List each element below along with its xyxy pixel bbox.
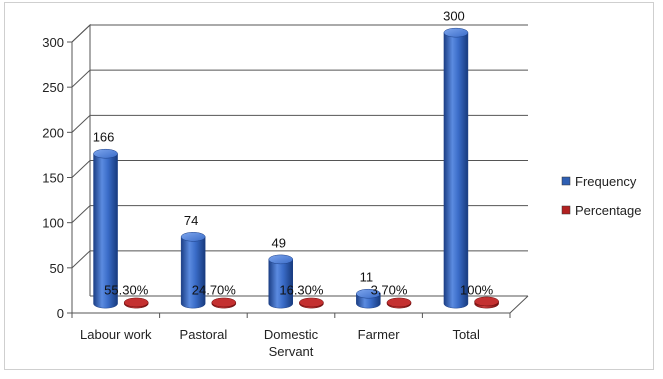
y-axis: 0 50 100 150 200 250 300	[42, 35, 73, 321]
bar-percentage-top	[211, 297, 237, 308]
x-tick-label: Farmer	[358, 327, 401, 342]
x-tick-label: Total	[452, 327, 480, 342]
x-tick-label: Pastoral	[180, 327, 228, 342]
gridline	[71, 205, 528, 224]
legend-item-percentage: Percentage	[561, 203, 642, 218]
bar-percentage-top	[474, 296, 499, 307]
gridline	[71, 114, 528, 133]
gridline	[71, 160, 528, 178]
legend-swatch	[561, 205, 571, 215]
bar-frequency-top	[93, 148, 118, 159]
bar-frequency-top	[268, 254, 294, 265]
y-tick-label: 300	[42, 35, 64, 50]
y-tick-label: 0	[57, 306, 64, 321]
legend-swatch	[561, 176, 571, 186]
bar-frequency	[180, 236, 206, 309]
x-tick-label: Domestic Servant	[264, 327, 319, 359]
bar-percentage-top	[299, 297, 324, 308]
data-label-percentage: 16.30%	[279, 283, 324, 298]
floor-right-edge	[509, 295, 529, 314]
y-tick-label: 100	[42, 216, 64, 231]
data-label-frequency: 49	[272, 235, 286, 250]
y-tick-label: 250	[42, 80, 64, 95]
y-tick-label: 150	[42, 171, 64, 186]
gridline	[71, 24, 528, 43]
data-label-percentage: 3.70%	[371, 283, 408, 298]
legend-label: Frequency	[575, 174, 637, 189]
gridlines	[71, 24, 528, 269]
bar-frequency-top	[180, 232, 206, 242]
side-wall	[71, 23, 91, 296]
bar-frequency-top	[356, 288, 381, 299]
bar-frequency	[93, 153, 118, 309]
legend: Frequency Percentage	[561, 174, 642, 218]
gridline	[71, 69, 528, 88]
legend-item-frequency: Frequency	[561, 174, 637, 189]
bar-percentage-top	[123, 297, 149, 308]
x-axis: Labour work Pastoral Domestic Servant Farmer…	[71, 312, 511, 359]
legend-label: Percentage	[575, 203, 642, 218]
y-tick-label: 50	[50, 261, 64, 276]
bars	[93, 27, 499, 309]
x-tick-label: Labour work	[80, 327, 152, 342]
data-label-frequency: 11	[360, 270, 374, 285]
data-label-percentage: 24.70%	[192, 283, 237, 298]
bar-frequency	[268, 259, 294, 309]
data-label-percentage: 100%	[460, 283, 494, 298]
bar-percentage-top	[386, 297, 412, 308]
data-label-frequency: 300	[443, 9, 465, 24]
y-tick-label: 200	[42, 125, 64, 140]
data-label-percentage: 55.30%	[104, 283, 149, 298]
bar-frequency-top	[443, 27, 469, 38]
gridline	[71, 250, 528, 269]
data-label-frequency: 166	[93, 130, 115, 145]
data-label-frequency: 74	[184, 213, 198, 228]
bar-frequency	[443, 32, 469, 309]
data-labels: 166 55.30% 74 24.70% 49 16.30% 113.70% 300 100%	[93, 9, 494, 298]
